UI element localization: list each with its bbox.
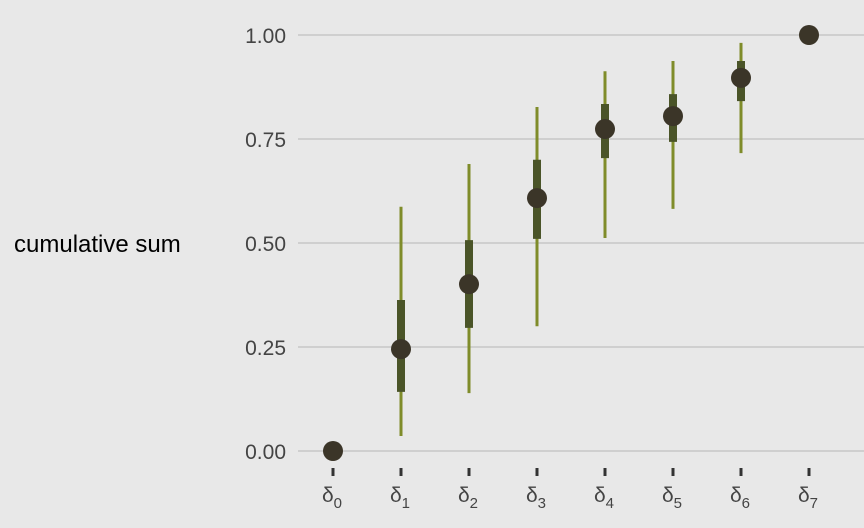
y-tick-label: 1.00	[245, 25, 286, 48]
x-tick-label: δ3	[526, 484, 546, 512]
x-tick-label: δ7	[798, 484, 818, 512]
x-tick-label: δ4	[594, 484, 614, 512]
point	[595, 119, 615, 140]
y-tick-label: 0.50	[245, 233, 286, 256]
y-axis-label: cumulative sum	[14, 231, 181, 258]
point	[527, 188, 547, 209]
point	[459, 274, 479, 295]
x-tick-label: δ6	[730, 484, 750, 512]
x-tick-label: δ0	[322, 484, 342, 512]
point	[663, 106, 683, 127]
y-tick-label: 0.25	[245, 337, 286, 360]
y-tick-labels: 0.00 0.25 0.50 0.75 1.00	[245, 25, 286, 464]
gridlines	[298, 34, 864, 452]
x-tick-labels: δ0 δ1 δ2 δ3 δ4 δ5 δ6 δ7	[322, 468, 818, 512]
point	[731, 67, 751, 88]
y-tick-label: 0.00	[245, 441, 286, 464]
x-tick-label: δ1	[390, 484, 410, 512]
y-tick-label: 0.75	[245, 129, 286, 152]
x-tick-label: δ5	[662, 484, 682, 512]
point	[391, 339, 411, 360]
x-tick-label: δ2	[458, 484, 478, 512]
point	[323, 441, 343, 461]
point-intervals	[323, 25, 819, 461]
point	[799, 25, 819, 45]
